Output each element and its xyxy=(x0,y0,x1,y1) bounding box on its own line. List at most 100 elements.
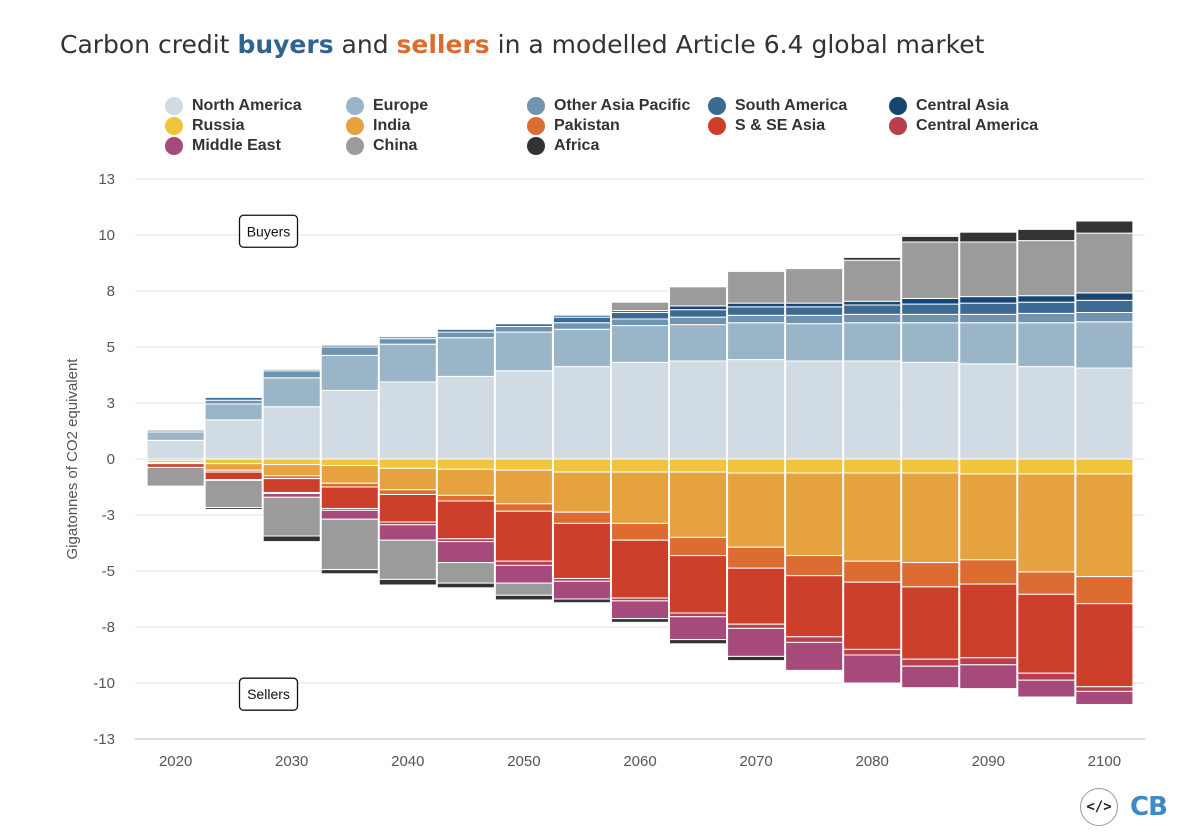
bar-segment-central-america xyxy=(494,560,553,566)
bar-segment-pakistan xyxy=(959,559,1018,585)
bar-segment-s-se-asia xyxy=(146,463,205,468)
bar-segment-pakistan xyxy=(901,562,960,588)
bar-segment-central-asia xyxy=(1075,292,1134,301)
legend-item: China xyxy=(346,136,417,156)
bar-segment-china xyxy=(146,466,205,487)
bar-segment-s-se-asia xyxy=(1075,603,1134,688)
legend-swatch xyxy=(165,137,183,155)
bar-segment-india xyxy=(320,465,379,484)
bar-segment-middle-east xyxy=(552,580,611,600)
bar-segment-north-america xyxy=(320,389,379,460)
bar-segment-south-america xyxy=(785,306,844,316)
bar-segment-other-asia-pacific xyxy=(494,325,553,333)
bar-segment-india xyxy=(901,472,960,564)
bar-segment-middle-east xyxy=(843,654,902,684)
bar-segment-s-se-asia xyxy=(669,555,728,614)
bar-segment-south-america xyxy=(262,368,321,372)
x-tick-label: 2090 xyxy=(972,753,1005,770)
bar-segment-north-america xyxy=(1075,367,1134,460)
bar-segment-pakistan xyxy=(1017,571,1076,595)
bar-segment-middle-east xyxy=(436,541,495,564)
bar-segment-s-se-asia xyxy=(204,471,263,481)
bar-segment-pakistan xyxy=(843,560,902,583)
bar-segment-north-america xyxy=(378,381,437,460)
bar-segment-south-america xyxy=(1075,299,1134,313)
legend-label: South America xyxy=(735,97,848,114)
bar-segment-africa xyxy=(843,256,902,261)
bar-segment-europe xyxy=(204,403,263,421)
bar-segment-india xyxy=(669,471,728,538)
bar-segment-china xyxy=(785,268,844,304)
bar-segment-africa xyxy=(959,231,1018,243)
logo-text: CB xyxy=(1130,792,1168,822)
bar-segment-india xyxy=(1017,473,1076,573)
bar-segment-s-se-asia xyxy=(785,575,844,638)
bar-segment-india xyxy=(727,472,786,548)
bar-segment-russia xyxy=(1017,458,1076,475)
bar-segment-north-america xyxy=(669,360,728,460)
bar-segment-s-se-asia xyxy=(727,567,786,625)
bar-segment-south-america xyxy=(146,428,205,431)
bar-segment-india xyxy=(204,463,263,471)
bar-segment-africa xyxy=(552,598,611,604)
code-icon[interactable]: </> xyxy=(1080,788,1118,826)
bar-segment-china xyxy=(378,539,437,580)
legend-item: Europe xyxy=(346,96,428,116)
bar-segment-pakistan xyxy=(727,546,786,569)
bar-segment-central-america xyxy=(843,648,902,656)
y-tick-label: -8 xyxy=(102,619,115,636)
x-tick-label: 2050 xyxy=(507,753,540,770)
bar-segment-other-asia-pacific xyxy=(727,314,786,324)
annotation-sellers: Sellers xyxy=(247,686,290,702)
bar-segment-middle-east xyxy=(959,664,1018,690)
bar-segment-s-se-asia xyxy=(1017,593,1076,674)
bar-segment-middle-east xyxy=(901,665,960,689)
bar-segment-africa xyxy=(669,639,728,645)
legend-item: India xyxy=(346,116,410,136)
bar-segment-central-america xyxy=(959,657,1018,666)
bar-segment-pakistan xyxy=(494,503,553,512)
bar-segment-russia xyxy=(610,458,670,473)
bar-segment-europe xyxy=(727,322,786,361)
bar-segment-pakistan xyxy=(378,489,437,495)
bar-segment-south-america xyxy=(552,316,611,324)
bar-segment-china xyxy=(204,479,263,509)
bar-segment-india xyxy=(843,472,902,562)
bar-segment-russia xyxy=(901,458,960,474)
legend-label: Central America xyxy=(916,117,1039,134)
bar-segment-china xyxy=(320,518,379,571)
y-tick-label: -13 xyxy=(93,731,115,748)
bar-segment-china xyxy=(494,582,553,596)
bar-segment-other-asia-pacific xyxy=(610,318,670,327)
bar-segment-middle-east xyxy=(669,616,728,641)
bar-segment-china xyxy=(901,241,960,299)
bar-segment-other-asia-pacific xyxy=(552,322,611,330)
y-tick-label: -3 xyxy=(102,507,115,524)
bar-segment-china xyxy=(1017,240,1076,297)
bar-segment-europe xyxy=(436,337,495,377)
bar-segment-s-se-asia xyxy=(552,522,611,579)
bar-segment-north-america xyxy=(727,359,786,460)
bar-segment-russia xyxy=(378,458,437,469)
bar-segment-india xyxy=(785,472,844,557)
bar-segment-other-asia-pacific xyxy=(669,316,728,326)
title-suffix: in a modelled Article 6.4 global market xyxy=(489,30,985,59)
bar-segment-central-asia xyxy=(436,327,495,330)
legend-swatch xyxy=(346,97,364,115)
bar-segment-south-america xyxy=(959,302,1018,315)
chart-title: Carbon credit buyers and sellers in a mo… xyxy=(60,30,984,59)
bar-segment-india xyxy=(436,468,495,496)
legend-swatch xyxy=(708,117,726,135)
legend-label: North America xyxy=(192,97,302,114)
carbon-brief-logo: </> CB xyxy=(1080,788,1168,826)
bar-segment-africa xyxy=(204,507,263,510)
bar-segment-south-america xyxy=(1017,301,1076,314)
bar-segment-north-america xyxy=(436,375,495,460)
y-tick-label: -5 xyxy=(102,563,115,580)
legend-item: Other Asia Pacific xyxy=(527,96,690,116)
bar-segment-india xyxy=(378,467,437,491)
bar-segment-europe xyxy=(785,323,844,362)
legend-swatch xyxy=(889,117,907,135)
bar-segment-central-america xyxy=(785,636,844,643)
bar-segment-middle-east xyxy=(378,524,437,541)
